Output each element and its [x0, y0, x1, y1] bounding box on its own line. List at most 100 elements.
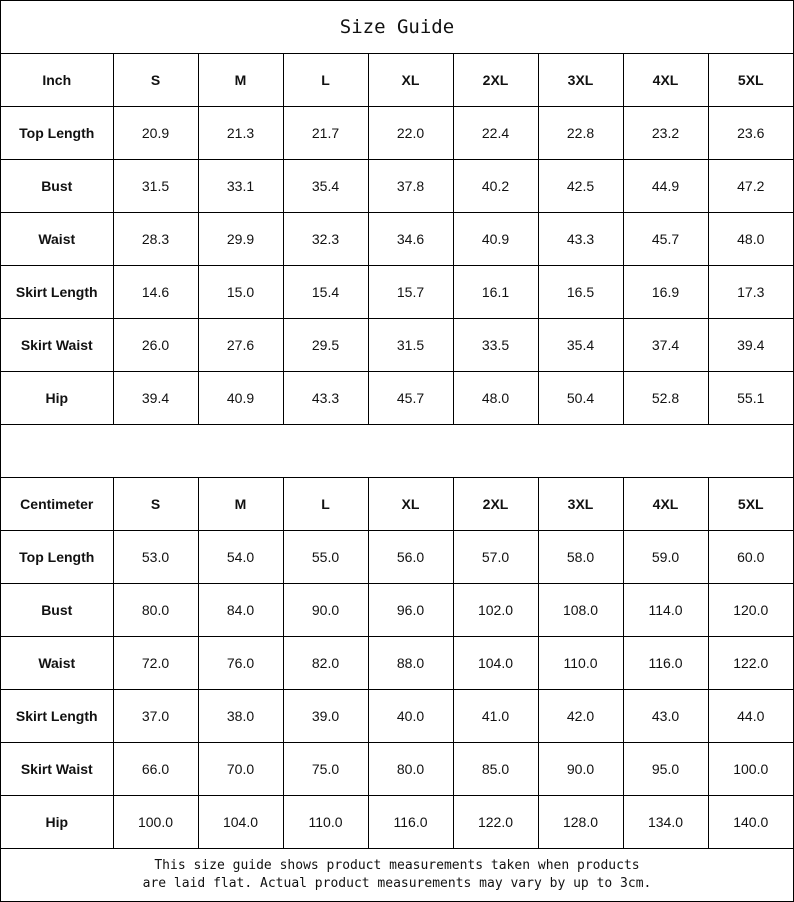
size-header: 3XL: [537, 477, 624, 531]
measurement-value: 95.0: [622, 742, 709, 796]
footer-line: are laid flat. Actual product measuremen…: [142, 876, 652, 891]
table-row: Hip 39.4 40.9 43.3 45.7 48.0 50.4 52.8 55.1: [1, 371, 793, 425]
measurement-value: 120.0: [707, 583, 793, 637]
measurement-label: Top Length: [1, 106, 114, 160]
measurement-value: 54.0: [197, 530, 284, 584]
size-header: 2XL: [452, 54, 539, 107]
measurement-value: 58.0: [537, 530, 624, 584]
measurement-value: 47.2: [707, 159, 793, 213]
measurement-value: 100.0: [112, 795, 199, 849]
header-row: Inch S M L XL 2XL 3XL 4XL 5XL: [1, 54, 793, 107]
measurement-label: Waist: [1, 636, 114, 690]
measurement-value: 56.0: [367, 530, 454, 584]
measurement-label: Bust: [1, 583, 114, 637]
measurement-value: 27.6: [197, 318, 284, 372]
measurement-value: 104.0: [197, 795, 284, 849]
measurement-label: Skirt Waist: [1, 742, 114, 796]
table-row: Skirt Waist 26.0 27.6 29.5 31.5 33.5 35.4 37.4 3…: [1, 318, 793, 372]
measurement-value: 116.0: [622, 636, 709, 690]
measurement-value: 84.0: [197, 583, 284, 637]
measurement-value: 26.0: [112, 318, 199, 372]
table-row: Hip 100.0 104.0 110.0 116.0 122.0 128.0 134.0 14…: [1, 795, 793, 849]
measurement-value: 21.7: [282, 106, 369, 160]
measurement-value: 39.0: [282, 689, 369, 743]
measurement-value: 70.0: [197, 742, 284, 796]
measurement-value: 21.3: [197, 106, 284, 160]
measurement-value: 66.0: [112, 742, 199, 796]
footer-line: This size guide shows product measuremen…: [154, 858, 640, 873]
measurement-value: 28.3: [112, 212, 199, 266]
measurement-value: 48.0: [707, 212, 793, 266]
measurement-value: 40.9: [197, 371, 284, 425]
table-row: Top Length 53.0 54.0 55.0 56.0 57.0 58.0 59.0 60…: [1, 530, 793, 584]
measurement-value: 33.1: [197, 159, 284, 213]
size-header: S: [112, 477, 199, 531]
measurement-value: 45.7: [622, 212, 709, 266]
measurement-value: 114.0: [622, 583, 709, 637]
measurement-value: 110.0: [282, 795, 369, 849]
size-header: L: [282, 477, 369, 531]
measurement-value: 116.0: [367, 795, 454, 849]
size-header: S: [112, 54, 199, 107]
table-row: Waist 28.3 29.9 32.3 34.6 40.9 43.3 45.7 48.0: [1, 212, 793, 266]
size-header: XL: [367, 477, 454, 531]
measurement-value: 17.3: [707, 265, 793, 319]
measurement-value: 31.5: [367, 318, 454, 372]
measurement-value: 29.9: [197, 212, 284, 266]
measurement-value: 29.5: [282, 318, 369, 372]
measurement-value: 43.3: [282, 371, 369, 425]
spacer-row: [1, 424, 793, 478]
measurement-value: 122.0: [452, 795, 539, 849]
measurement-value: 52.8: [622, 371, 709, 425]
measurement-value: 104.0: [452, 636, 539, 690]
table-row: Skirt Length 14.6 15.0 15.4 15.7 16.1 16.5 16.9…: [1, 265, 793, 319]
measurement-value: 102.0: [452, 583, 539, 637]
size-header: L: [282, 54, 369, 107]
measurement-value: 39.4: [707, 318, 793, 372]
measurement-value: 128.0: [537, 795, 624, 849]
size-header: M: [197, 477, 284, 531]
measurement-value: 53.0: [112, 530, 199, 584]
measurement-value: 60.0: [707, 530, 793, 584]
measurement-value: 85.0: [452, 742, 539, 796]
measurement-label: Waist: [1, 212, 114, 266]
spacer-cell: [1, 424, 793, 478]
measurement-value: 37.4: [622, 318, 709, 372]
measurement-value: 16.5: [537, 265, 624, 319]
measurement-value: 34.6: [367, 212, 454, 266]
unit-header: Inch: [1, 54, 114, 107]
measurement-value: 96.0: [367, 583, 454, 637]
measurement-value: 35.4: [282, 159, 369, 213]
table-row: Bust 80.0 84.0 90.0 96.0 102.0 108.0 114.0 120.0: [1, 583, 793, 637]
measurement-label: Skirt Waist: [1, 318, 114, 372]
measurement-value: 23.2: [622, 106, 709, 160]
size-header: 2XL: [452, 477, 539, 531]
measurement-value: 57.0: [452, 530, 539, 584]
table-row: Bust 31.5 33.1 35.4 37.8 40.2 42.5 44.9 47.2: [1, 159, 793, 213]
measurement-value: 37.0: [112, 689, 199, 743]
page-title: Size Guide: [1, 1, 793, 54]
measurement-value: 39.4: [112, 371, 199, 425]
measurement-value: 22.8: [537, 106, 624, 160]
measurement-value: 43.0: [622, 689, 709, 743]
measurement-label: Top Length: [1, 530, 114, 584]
size-header: 4XL: [622, 54, 709, 107]
measurement-value: 88.0: [367, 636, 454, 690]
measurement-value: 48.0: [452, 371, 539, 425]
measurement-value: 140.0: [707, 795, 793, 849]
measurement-value: 80.0: [367, 742, 454, 796]
measurement-value: 31.5: [112, 159, 199, 213]
measurement-value: 37.8: [367, 159, 454, 213]
measurement-value: 16.9: [622, 265, 709, 319]
measurement-value: 40.0: [367, 689, 454, 743]
table-row: Skirt Length 37.0 38.0 39.0 40.0 41.0 42.0 43.0…: [1, 689, 793, 743]
table-row: Waist 72.0 76.0 82.0 88.0 104.0 110.0 116.0 122.…: [1, 636, 793, 690]
size-header: M: [197, 54, 284, 107]
measurement-value: 23.6: [707, 106, 793, 160]
measurement-value: 35.4: [537, 318, 624, 372]
size-header: 4XL: [622, 477, 709, 531]
measurement-value: 43.3: [537, 212, 624, 266]
measurement-value: 41.0: [452, 689, 539, 743]
size-header: 5XL: [707, 477, 793, 531]
measurement-value: 33.5: [452, 318, 539, 372]
